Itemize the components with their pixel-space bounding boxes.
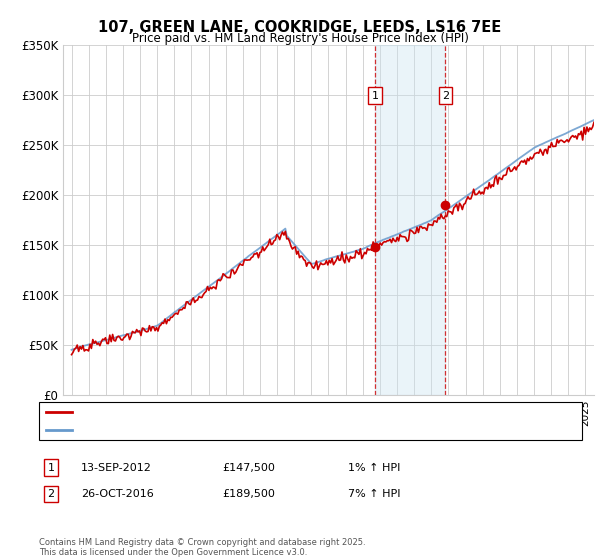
Text: 2: 2 bbox=[442, 91, 449, 101]
Text: 1: 1 bbox=[47, 463, 55, 473]
Text: £189,500: £189,500 bbox=[222, 489, 275, 499]
Text: Price paid vs. HM Land Registry's House Price Index (HPI): Price paid vs. HM Land Registry's House … bbox=[131, 32, 469, 45]
Text: Contains HM Land Registry data © Crown copyright and database right 2025.
This d: Contains HM Land Registry data © Crown c… bbox=[39, 538, 365, 557]
Text: 7% ↑ HPI: 7% ↑ HPI bbox=[348, 489, 401, 499]
Text: 107, GREEN LANE, COOKRIDGE, LEEDS, LS16 7EE (semi-detached house): 107, GREEN LANE, COOKRIDGE, LEEDS, LS16 … bbox=[77, 407, 442, 417]
Text: 13-SEP-2012: 13-SEP-2012 bbox=[81, 463, 152, 473]
Bar bbox=[375, 45, 445, 395]
Text: 26-OCT-2016: 26-OCT-2016 bbox=[81, 489, 154, 499]
Text: 1: 1 bbox=[371, 91, 379, 101]
Text: 1% ↑ HPI: 1% ↑ HPI bbox=[348, 463, 400, 473]
Text: £147,500: £147,500 bbox=[222, 463, 275, 473]
Text: HPI: Average price, semi-detached house, Leeds: HPI: Average price, semi-detached house,… bbox=[77, 425, 318, 435]
Text: 107, GREEN LANE, COOKRIDGE, LEEDS, LS16 7EE: 107, GREEN LANE, COOKRIDGE, LEEDS, LS16 … bbox=[98, 20, 502, 35]
Text: 2: 2 bbox=[47, 489, 55, 499]
